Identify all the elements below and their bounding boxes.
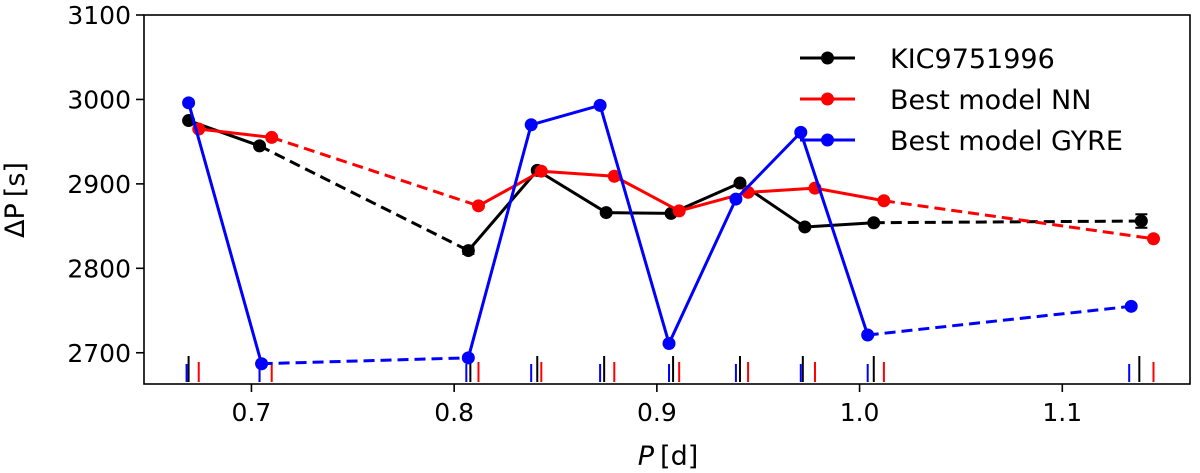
series-1-point-5 <box>672 204 686 218</box>
series-0-point-9 <box>1134 214 1148 228</box>
series-2-segment-7 <box>799 131 870 336</box>
series-2-segment-0 <box>187 102 264 365</box>
series-2-segment-5 <box>667 198 738 345</box>
series-1-point-2 <box>471 199 485 213</box>
series-2-point-9 <box>1124 299 1138 313</box>
y-axis-label-unit: [s] <box>0 162 31 197</box>
y-axis-label: ΔP [s] <box>0 162 31 238</box>
y-tick-label-4: 3100 <box>67 1 131 30</box>
series-2-point-4 <box>593 98 607 112</box>
legend-label-0: KIC9751996 <box>890 44 1055 75</box>
series-0-point-4 <box>599 206 613 220</box>
y-tick-label-2: 2900 <box>67 170 131 199</box>
series-0-point-8 <box>867 216 881 230</box>
series-1-segment-8 <box>883 199 1154 241</box>
x-tick-label-3: 1.0 <box>840 398 880 427</box>
series-1-point-9 <box>1147 232 1161 246</box>
series-2-point-1 <box>255 357 269 371</box>
series-1-segment-6 <box>747 186 816 194</box>
y-tick-label-3: 3000 <box>67 85 131 114</box>
series-0-segment-3 <box>536 169 607 214</box>
series-1-segment-0 <box>198 127 272 139</box>
legend-label-1: Best model NN <box>890 85 1091 116</box>
y-tick-label-0: 2700 <box>67 339 131 368</box>
series-1-point-8 <box>877 194 891 208</box>
series-2-point-5 <box>662 336 676 350</box>
series-1-segment-4 <box>613 174 680 213</box>
series-2-segment-6 <box>734 131 802 201</box>
series-1-segment-2 <box>477 169 543 208</box>
series-1-point-3 <box>534 164 548 178</box>
series-2-segment-4 <box>598 104 671 344</box>
series-1-point-4 <box>607 169 621 183</box>
series-2-point-8 <box>861 328 875 342</box>
series-0-point-7 <box>798 220 812 234</box>
legend-marker-1 <box>821 92 834 106</box>
legend-marker-2 <box>821 133 834 147</box>
series-1-point-1 <box>265 130 279 144</box>
series-1-segment-3 <box>541 169 615 178</box>
series-2-point-7 <box>794 125 808 139</box>
series-2-segment-8 <box>867 304 1132 337</box>
y-axis-label-symbol: ΔP <box>0 203 31 238</box>
x-axis-label: P [d] <box>638 441 699 472</box>
x-axis-label-symbol: P <box>638 441 655 472</box>
series-2-segment-2 <box>466 124 533 359</box>
series-0-segment-2 <box>467 169 539 252</box>
series-0-point-1 <box>253 139 267 153</box>
series-0-segment-7 <box>804 221 874 229</box>
series-2-point-2 <box>461 351 475 365</box>
series-0-point-2 <box>461 244 475 258</box>
plot-frame <box>143 14 1191 385</box>
series-0-segment-4 <box>606 211 672 215</box>
x-tick-label-4: 1.1 <box>1042 398 1082 427</box>
x-tick-label-0: 0.7 <box>232 398 272 427</box>
plot-area: 0.7 0.8 0.9 1.0 1.1 2700 2800 2900 3000 3100 <box>67 1 1191 427</box>
series-0-point-6 <box>733 176 747 190</box>
series-2-segment-1 <box>261 356 469 366</box>
legend-marker-0 <box>821 51 834 65</box>
series-2-point-3 <box>524 118 538 132</box>
series-0-segment-1 <box>258 144 470 252</box>
x-axis-label-unit: [d] <box>660 441 698 472</box>
legend-label-2: Best model GYRE <box>890 126 1123 157</box>
x-tick-label-2: 0.9 <box>637 398 677 427</box>
series-2-point-6 <box>729 192 743 206</box>
y-tick-label-1: 2800 <box>67 254 131 283</box>
series-1-segment-7 <box>814 186 885 203</box>
legend: KIC9751996 Best model NN Best model GYRE <box>800 44 1123 157</box>
x-tick-label-1: 0.8 <box>434 398 474 427</box>
series-2-point-0 <box>182 96 196 110</box>
series-2-segment-3 <box>530 103 601 127</box>
series-0-segment-8 <box>873 219 1142 225</box>
series-1-segment-1 <box>271 136 479 208</box>
